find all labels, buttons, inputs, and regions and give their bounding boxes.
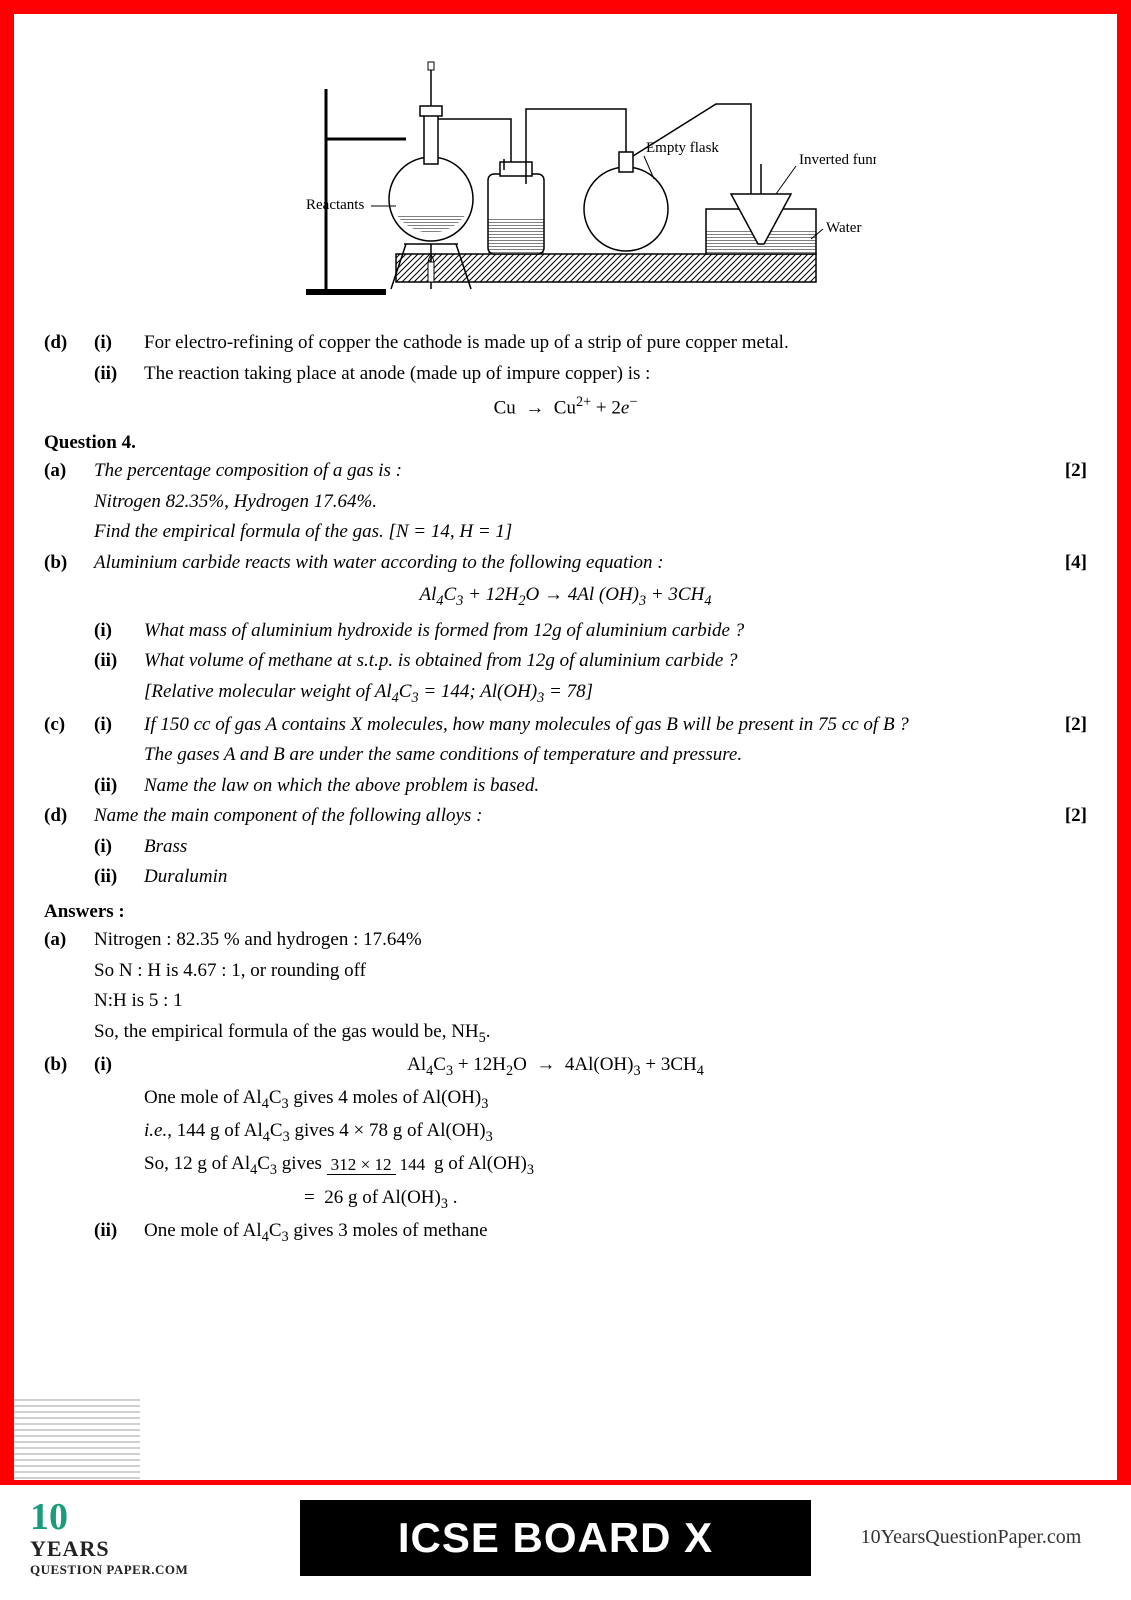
decorative-stripes (0, 1395, 140, 1485)
page-footer: 10 YEARS QUESTION PAPER.COM ICSE BOARD X… (0, 1480, 1131, 1590)
part-d-ii-label: (ii) (94, 360, 144, 389)
q4b-i-label: (i) (94, 617, 144, 646)
ans-b-i-label: (i) (94, 1051, 144, 1080)
q4a-line1: The percentage composition of a gas is : (94, 457, 402, 486)
q4d-i-label: (i) (94, 833, 144, 862)
q4b-line1: Aluminium carbide reacts with water acco… (94, 549, 664, 578)
ans-b-eq: Al4C3 + 12H2O → 4Al(OH)3 + 3CH4 (144, 1051, 1087, 1082)
ans-b-label: (b) (44, 1051, 94, 1080)
q4d-text: Name the main component of the following… (94, 802, 482, 831)
q4c-ii-label: (ii) (94, 772, 144, 801)
ans-a-l4: So, the empirical formula of the gas wou… (94, 1018, 1087, 1049)
part-d-ii-text: The reaction taking place at anode (made… (144, 360, 1087, 389)
q4b-ii-label: (ii) (94, 647, 144, 676)
q4a-marks: [2] (1065, 457, 1087, 486)
footer-ten: 10 (30, 1498, 300, 1536)
q4b-label: (b) (44, 549, 94, 578)
q4c-i-text: If 150 cc of gas A contains X molecules,… (144, 711, 909, 740)
ans-a-label: (a) (44, 926, 94, 955)
q4c-i-label: (i) (94, 711, 144, 740)
ans-b-ii-text: One mole of Al4C3 gives 3 moles of metha… (144, 1217, 1087, 1248)
label-empty-flask: Empty flask (646, 140, 719, 156)
chemistry-apparatus-svg: Reactants Empty flask Inverted funnel Wa… (256, 44, 876, 304)
q4b-ii-text: What volume of methane at s.t.p. is obta… (144, 647, 1087, 676)
apparatus-diagram: Reactants Empty flask Inverted funnel Wa… (44, 44, 1087, 309)
ans-a-l3: N:H is 5 : 1 (94, 987, 1087, 1016)
q4d-ii-text: Duralumin (144, 863, 1087, 892)
footer-title: ICSE BOARD X (300, 1500, 811, 1576)
q4c-i-note: The gases A and B are under the same con… (144, 741, 1087, 770)
ans-a-l2: So N : H is 4.67 : 1, or rounding off (94, 957, 1087, 986)
ans-b-l3: So, 12 g of Al4C3 gives 312 × 12144 g of… (144, 1150, 1087, 1181)
ans-b-l1: One mole of Al4C3 gives 4 moles of Al(OH… (144, 1084, 1087, 1115)
label-inverted-funnel: Inverted funnel (799, 152, 876, 168)
q4d-label: (d) (44, 802, 94, 831)
q4d-marks: [2] (1065, 802, 1087, 831)
q4b-equation: Al4C3 + 12H2O → 4Al (OH)3 + 3CH4 (44, 581, 1087, 612)
footer-url: 10YearsQuestionPaper.com (811, 1526, 1131, 1549)
part-d-label: (d) (44, 329, 94, 358)
q4a-line2: Nitrogen 82.35%, Hydrogen 17.64%. (94, 488, 1087, 517)
q4-heading: Question 4. (44, 429, 1087, 458)
label-reactants: Reactants (306, 197, 364, 213)
ans-b-l2: i.e., 144 g of Al4C3 gives 4 × 78 g of A… (144, 1117, 1087, 1148)
q4c-ii-text: Name the law on which the above problem … (144, 772, 1087, 801)
anode-equation: Cu → Cu2+ + 2e− (44, 392, 1087, 423)
q4c-label: (c) (44, 711, 94, 740)
footer-years: YEARS (30, 1536, 300, 1562)
footer-qp: QUESTION PAPER.COM (30, 1562, 300, 1578)
answers-heading: Answers : (44, 898, 1087, 927)
footer-logo: 10 YEARS QUESTION PAPER.COM (0, 1498, 300, 1578)
page-frame: Reactants Empty flask Inverted funnel Wa… (0, 0, 1131, 1480)
q4b-marks: [4] (1065, 549, 1087, 578)
q4a-line3: Find the empirical formula of the gas. [… (94, 518, 1087, 547)
q4a-label: (a) (44, 457, 94, 486)
ans-b-ii-label: (ii) (94, 1217, 144, 1246)
ans-a-l1: Nitrogen : 82.35 % and hydrogen : 17.64% (94, 926, 1087, 955)
label-water: Water (826, 220, 861, 236)
q4c-marks: [2] (1065, 711, 1087, 740)
ans-b-l4: = 26 g of Al(OH)3 . (144, 1184, 1087, 1215)
q4d-ii-label: (ii) (94, 863, 144, 892)
part-d-i-text: For electro-refining of copper the catho… (144, 329, 1087, 358)
part-d-i-label: (i) (94, 329, 144, 358)
q4d-i-text: Brass (144, 833, 1087, 862)
q4b-note: [Relative molecular weight of Al4C3 = 14… (144, 678, 1087, 709)
q4b-i-text: What mass of aluminium hydroxide is form… (144, 617, 1087, 646)
question-content: (d) (i) For electro-refining of copper t… (44, 329, 1087, 1248)
